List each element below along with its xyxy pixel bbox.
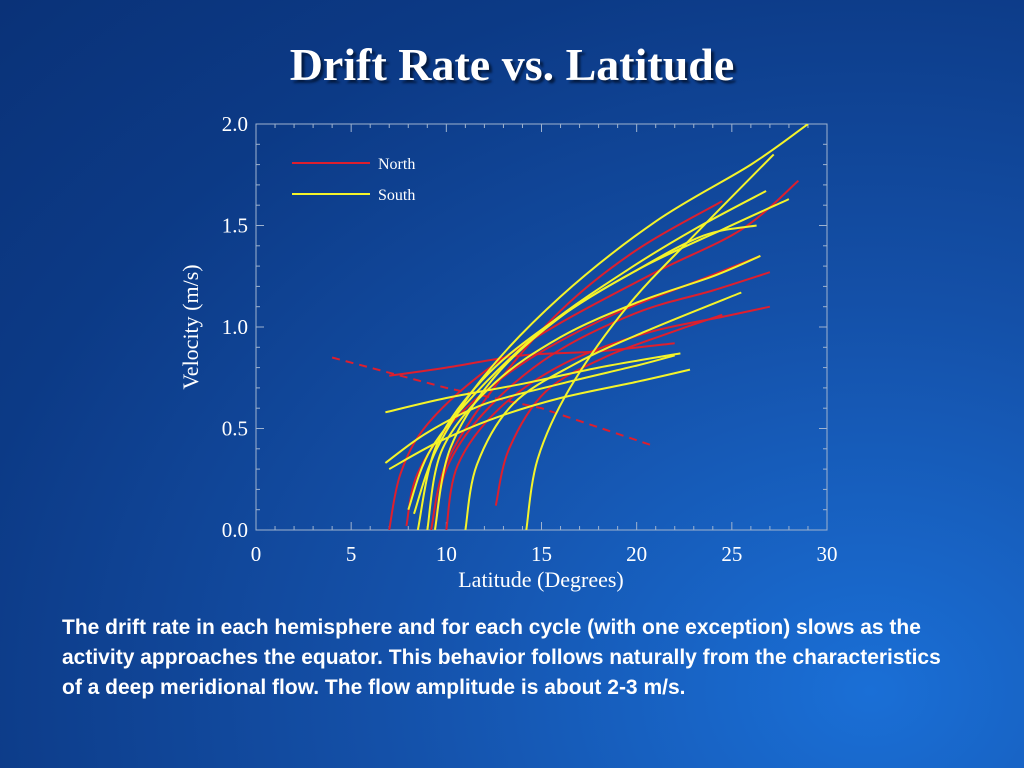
series-line-south-12: [426, 254, 761, 530]
series-line-south-9: [413, 124, 809, 515]
y-tick-labels: 0.0 0.5 1.0 1.5 2.0: [222, 112, 248, 542]
series-line-north-3: [433, 271, 771, 530]
x-tick-label-25: 25: [721, 542, 742, 566]
series-lines: [331, 124, 809, 530]
series-line-north-8: [331, 356, 651, 446]
series-line-south-18: [407, 190, 767, 511]
series-line-south-14: [433, 224, 757, 530]
slide-caption: The drift rate in each hemisphere and fo…: [62, 616, 941, 699]
y-tick-label-1-5: 1.5: [222, 214, 248, 238]
x-axis-title: Latitude (Degrees): [458, 567, 624, 592]
x-tick-label-0: 0: [251, 542, 262, 566]
x-tick-label-15: 15: [531, 542, 552, 566]
legend-label-south: South: [378, 187, 415, 204]
x-tick-label-10: 10: [436, 542, 457, 566]
axis-ticks: [255, 123, 828, 531]
x-tick-label-20: 20: [626, 542, 647, 566]
plot-frame: [255, 123, 828, 531]
x-tick-labels: 0 5 10 15 20 25 30: [251, 542, 838, 566]
series-line-south-10: [525, 153, 775, 530]
x-tick-label-5: 5: [346, 542, 357, 566]
y-tick-label-2-0: 2.0: [222, 112, 248, 136]
y-tick-label-0-5: 0.5: [222, 417, 248, 441]
drift-rate-chart: 0 5 10 15 20 25 30 0.0 0.5 1.0 1.5 2.0 L…: [178, 112, 838, 592]
legend-label-north: North: [378, 156, 415, 173]
legend: North South: [292, 156, 415, 204]
series-line-south-15: [385, 352, 681, 414]
series-line-north-4: [445, 305, 771, 530]
y-axis-title: Velocity (m/s): [178, 264, 203, 389]
series-line-north-7: [389, 342, 675, 377]
series-line-south-16: [384, 354, 675, 464]
y-tick-label-1-0: 1.0: [222, 315, 248, 339]
y-tick-label-0-0: 0.0: [222, 518, 248, 542]
slide-title: Drift Rate vs. Latitude: [289, 39, 735, 90]
x-tick-label-30: 30: [817, 542, 838, 566]
